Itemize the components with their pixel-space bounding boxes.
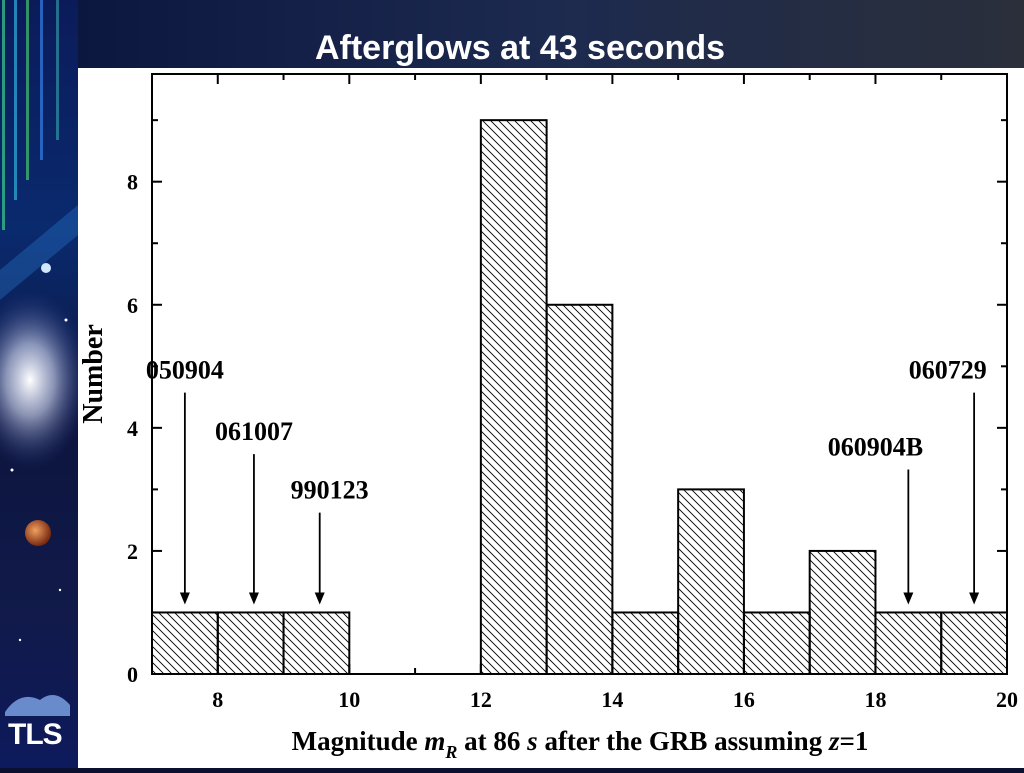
annotation-arrow-head-0: [179, 592, 190, 605]
annotation-label-1: 061007: [215, 417, 293, 446]
histogram-bar-0: [151, 611, 219, 676]
y-tick-label: 2: [127, 539, 138, 564]
annotation-arrow-head-4: [969, 592, 980, 605]
ticks-layer: 8 10 12 14 16 18 20 0 2 4 6 8: [127, 74, 1018, 712]
slide-title: Afterglows at 43 seconds: [314, 29, 725, 67]
plot-frame: [151, 73, 1008, 675]
annotation-arrow-head-3: [903, 592, 914, 605]
histogram-bar-3: [479, 119, 548, 675]
histogram-bar-6: [677, 488, 745, 675]
histogram-bar-1: [216, 611, 285, 676]
histogram-bar-10: [940, 611, 1009, 676]
y-tick-label: 6: [127, 293, 138, 318]
x-tick-label: 8: [212, 687, 223, 712]
annotation-arrow-head-2: [314, 592, 325, 605]
x-tick-label: 20: [996, 687, 1018, 712]
annotation-label-3: 060904B: [828, 433, 923, 462]
histogram-bar-5: [611, 611, 680, 676]
sidebar-background: TLS: [0, 0, 78, 768]
histogram-chart: 8 10 12 14 16 18 20 0 2 4 6 8 050904 061007 990123 060…: [78, 73, 1018, 762]
tls-logo: TLS: [8, 718, 63, 751]
bars-layer: [151, 119, 1009, 676]
annotation-arrow-head-1: [248, 592, 259, 605]
histogram-bar-4: [545, 303, 614, 675]
x-tick-label: 16: [733, 687, 755, 712]
x-tick-label: 14: [601, 687, 623, 712]
annotation-label-2: 990123: [291, 476, 369, 505]
x-tick-label: 10: [338, 687, 360, 712]
y-axis-label: Number: [78, 324, 109, 424]
annotations-layer: 050904 061007 990123 060904B 060729: [146, 356, 987, 605]
histogram-bar-2: [282, 611, 351, 676]
chart-panel: 8 10 12 14 16 18 20 0 2 4 6 8 050904 061007 990123 060…: [78, 68, 1024, 768]
header-background: [78, 0, 1024, 68]
histogram-bar-7: [742, 611, 811, 676]
annotation-label-4: 060729: [909, 356, 987, 385]
y-tick-label: 0: [127, 662, 138, 687]
y-tick-label: 4: [127, 416, 138, 441]
y-tick-label: 8: [127, 170, 138, 195]
histogram-bar-9: [874, 611, 943, 676]
x-tick-label: 18: [864, 687, 886, 712]
annotation-label-0: 050904: [146, 356, 224, 385]
x-axis-label: Magnitude mR at 86 s after the GRB assum…: [292, 726, 869, 762]
sidebar-decoration: [0, 0, 78, 716]
x-tick-label: 12: [470, 687, 492, 712]
histogram-bar-8: [808, 549, 877, 675]
